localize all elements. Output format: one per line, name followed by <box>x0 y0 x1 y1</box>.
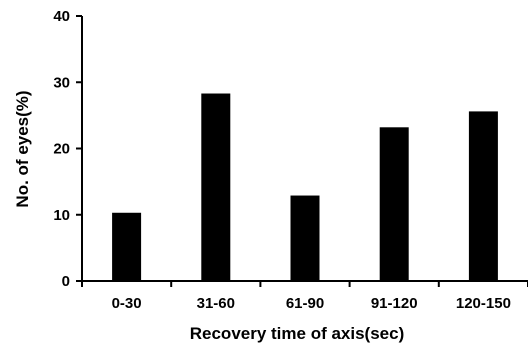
x-tick-label: 0-30 <box>112 295 142 312</box>
y-axis-title: No. of eyes(%) <box>13 90 32 207</box>
y-tick-label: 0 <box>62 273 70 290</box>
x-tick-label: 61-90 <box>286 295 324 312</box>
x-tick-label: 120-150 <box>456 295 511 312</box>
bar-120-150 <box>468 111 498 282</box>
bar-31-60 <box>201 93 231 281</box>
y-tick-label: 30 <box>53 74 70 91</box>
bar-91-120 <box>379 127 409 281</box>
bar-0-30 <box>112 212 142 281</box>
y-tick-label: 20 <box>53 141 70 158</box>
x-axis: 0-30 31-60 61-90 91-120 120-150 <box>81 280 528 312</box>
x-tick-label: 31-60 <box>197 295 235 312</box>
x-axis-title: Recovery time of axis(sec) <box>190 324 405 343</box>
bar-61-90 <box>290 195 320 281</box>
y-tick-label: 40 <box>53 8 70 25</box>
bars <box>112 93 498 282</box>
y-tick-label: 10 <box>53 207 70 224</box>
x-tick-label: 91-120 <box>371 295 418 312</box>
y-axis: 0 10 20 30 40 <box>53 8 83 290</box>
